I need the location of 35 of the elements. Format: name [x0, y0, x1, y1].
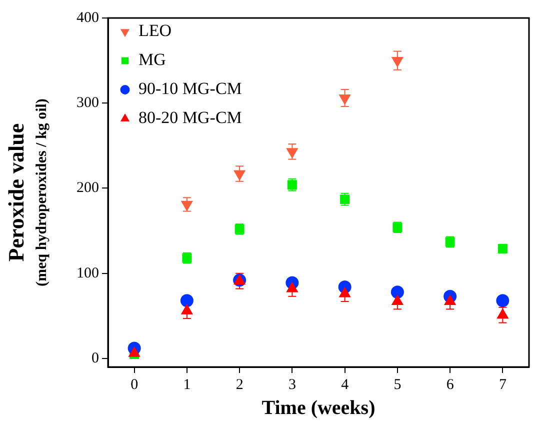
y-tick-label: 200: [76, 180, 99, 196]
point: [181, 304, 193, 314]
point: [181, 200, 193, 211]
point: [496, 294, 510, 308]
text: (meq hydroperoxides / kg oil): [34, 98, 50, 286]
point: [286, 282, 298, 292]
x-tick-label: 7: [498, 376, 507, 393]
point: [128, 346, 140, 357]
point: [496, 308, 508, 319]
x-tick-label: 0: [130, 376, 138, 393]
point: [339, 94, 351, 105]
point: [286, 148, 298, 158]
x-axis-title: Time (weeks): [262, 397, 376, 420]
x-tick-label: 5: [394, 376, 402, 393]
legend-label: MG: [138, 50, 166, 70]
y-tick-label: 300: [76, 95, 99, 112]
legend-label: 90-10 MG-CM: [138, 79, 242, 98]
legend-label: 80-20 MG-CM: [138, 108, 242, 128]
y-tick-label: 0: [92, 350, 99, 366]
x-tick-label: 1: [183, 376, 191, 393]
y-axis-title: Peroxide value: [4, 123, 29, 262]
legend-label: LEO: [138, 21, 172, 40]
point: [234, 170, 246, 180]
point: [390, 286, 404, 299]
point: [180, 294, 194, 308]
x-tick-label: 3: [288, 376, 296, 393]
x-tick-label: 2: [236, 376, 244, 393]
x-tick-label: 6: [446, 376, 454, 393]
y-tick-label: 400: [76, 10, 99, 26]
x-tick-label: 4: [341, 376, 350, 393]
y-tick-label: 100: [76, 265, 99, 282]
point: [392, 294, 404, 305]
point: [339, 287, 351, 298]
point: [392, 57, 404, 68]
point: [444, 294, 456, 305]
